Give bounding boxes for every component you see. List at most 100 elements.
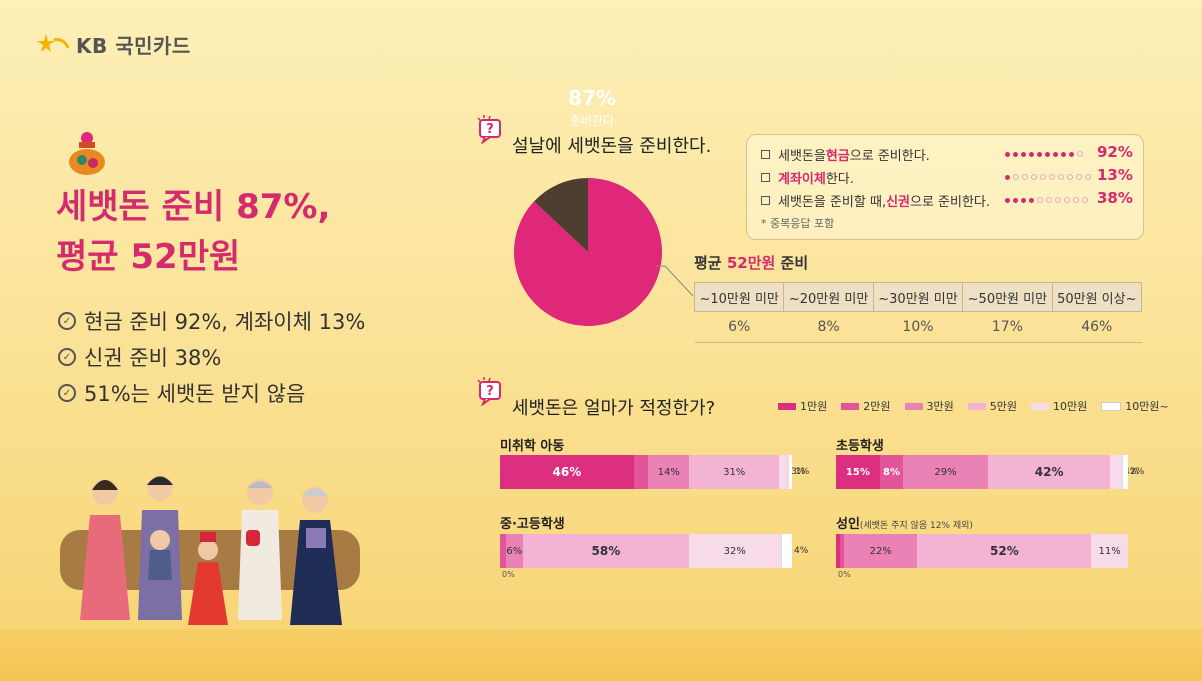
bar-segment	[788, 455, 792, 489]
pie-percent-label: 87%	[568, 86, 616, 110]
group-title-elementary: 초등학생	[836, 439, 884, 454]
bar-segment: 8%	[879, 455, 904, 489]
pie-chart	[514, 178, 662, 326]
gauge-dot	[1013, 174, 1019, 180]
gauge-dot	[1021, 197, 1026, 203]
gauge-dot	[1031, 174, 1037, 180]
gauge-dot	[1045, 151, 1050, 157]
gauge-dot	[1053, 151, 1058, 157]
gauge-dot	[1037, 151, 1042, 157]
bar-segment	[1110, 455, 1123, 489]
gauge-dot	[1029, 197, 1034, 203]
gauge-dot	[1082, 197, 1088, 203]
square-bullet-icon	[761, 173, 770, 182]
gauge-dot	[1073, 197, 1079, 203]
bar-segment: 42%	[987, 455, 1111, 489]
gauge-dot	[1040, 174, 1046, 180]
group-title-preschool: 미취학 아동	[500, 439, 565, 454]
table-header-cell: ~30만원 미만	[872, 282, 964, 312]
gauge-dot	[1061, 151, 1066, 157]
gauge-dot	[1021, 151, 1026, 157]
headline-line-1: 세뱃돈 준비 87%,	[56, 187, 331, 227]
bar-segment: 22%	[843, 534, 918, 568]
legend-item: 3만원	[904, 398, 954, 414]
legend-item: 5만원	[967, 398, 1017, 414]
bar-segment: 31%	[689, 455, 780, 489]
bar-segment	[780, 534, 792, 568]
q2-title: 세뱃돈은 얼마가 적정한가?	[512, 398, 716, 419]
bar-segment-label: 3%	[791, 467, 806, 477]
bar-segment: 11%	[1091, 534, 1128, 568]
legend-item: 1만원	[778, 398, 827, 414]
avg-amount-table: ~10만원 미만 ~20만원 미만 ~30만원 미만 ~50만원 미만 50만원…	[693, 282, 1143, 343]
svg-text:?: ?	[486, 122, 494, 137]
legend-label: 3만원	[926, 400, 954, 413]
q1-title: 설날에 세뱃돈을 준비한다.	[512, 136, 712, 157]
legend-label: 5만원	[989, 400, 1017, 413]
gauge-dot	[1005, 174, 1010, 180]
svg-text:?: ?	[486, 384, 494, 399]
table-cell: 17%	[962, 311, 1053, 343]
gauge-dot	[1037, 197, 1043, 203]
table-header-cell: 50만원 이상~	[1051, 282, 1143, 312]
group-title-adult: 성인(세뱃돈 주지 않음 12% 제외)	[836, 517, 973, 532]
zero-value-label: 0%	[502, 570, 515, 579]
gauge-dot	[1058, 174, 1064, 180]
gauge-dot	[1069, 151, 1074, 157]
kb-star-icon	[37, 33, 70, 52]
table-header-row: ~10만원 미만 ~20만원 미만 ~30만원 미만 ~50만원 미만 50만원…	[693, 282, 1143, 312]
pie-leader-line	[655, 265, 694, 297]
stacked-bar: 22% 52% 11%	[836, 534, 1128, 568]
bar-segment	[839, 534, 844, 568]
summary-bullets: ✓ 현금 준비 92%, 계좌이체 13% ✓ 신권 준비 38% ✓ 51%는 세뱃…	[58, 303, 365, 411]
table-header-cell: ~20만원 미만	[783, 282, 874, 312]
gauge-dot	[1013, 151, 1018, 157]
table-cell: 10%	[873, 311, 963, 343]
method-value-transfer: 13%	[1097, 166, 1133, 184]
bar-segment: 58%	[522, 534, 689, 568]
gauge-dot	[1022, 174, 1028, 180]
bar-segment-label: 2%	[1130, 467, 1145, 477]
gauge-dot	[1077, 151, 1083, 157]
legend-label: 10만원	[1053, 400, 1088, 413]
bullet-item: ✓ 현금 준비 92%, 계좌이체 13%	[58, 303, 365, 339]
bar-segment	[836, 534, 840, 568]
headline-line-2: 평균 52만원	[56, 237, 241, 277]
bar-segment	[500, 534, 506, 568]
zero-value-label: 0%	[838, 570, 851, 579]
bar-segment: 29%	[903, 455, 988, 489]
stacked-bar: 6% 58% 32%	[500, 534, 792, 568]
legend-item: 10만원~	[1101, 398, 1169, 414]
brand-logo: KB 국민카드	[36, 30, 191, 59]
method-value-cash: 92%	[1097, 143, 1133, 161]
legend-label: 10만원~	[1125, 400, 1169, 413]
legend-swatch	[1101, 401, 1122, 411]
group-title-secondary: 중·고등학생	[500, 517, 565, 532]
table-row: 6% 8% 10% 17% 46%	[694, 311, 1142, 343]
gauge-dot	[1029, 151, 1034, 157]
gauge-dot	[1064, 197, 1070, 203]
legend-label: 1만원	[800, 400, 828, 413]
square-bullet-icon	[761, 196, 770, 205]
gauge-dot	[1076, 174, 1082, 180]
bar-segment: 6%	[505, 534, 523, 568]
bar-segment	[1122, 455, 1128, 489]
bar-segment: 52%	[917, 534, 1092, 568]
table-header-cell: ~50만원 미만	[962, 282, 1053, 312]
gauge-dot	[1049, 174, 1055, 180]
avg-title: 평균 52만원 준비	[694, 254, 809, 272]
bar-segment: 32%	[688, 534, 781, 568]
method-dots-cash	[1005, 151, 1083, 157]
pie-sub-label: 준비한다	[569, 114, 615, 128]
question-bubble-icon: ?	[477, 377, 501, 406]
question-bubble-icon: ?	[477, 115, 501, 144]
check-icon: ✓	[58, 348, 76, 366]
check-icon: ✓	[58, 312, 76, 330]
method-row-transfer: 계좌이체 한다.	[761, 168, 854, 187]
bar-segment-label: 1%	[795, 467, 810, 477]
multiple-response-note: * 중복응답 포함	[761, 217, 835, 230]
family-illustration	[60, 475, 360, 625]
gauge-dot	[1067, 174, 1073, 180]
bar-segment: 15%	[836, 455, 880, 489]
gauge-dot	[1005, 151, 1010, 157]
